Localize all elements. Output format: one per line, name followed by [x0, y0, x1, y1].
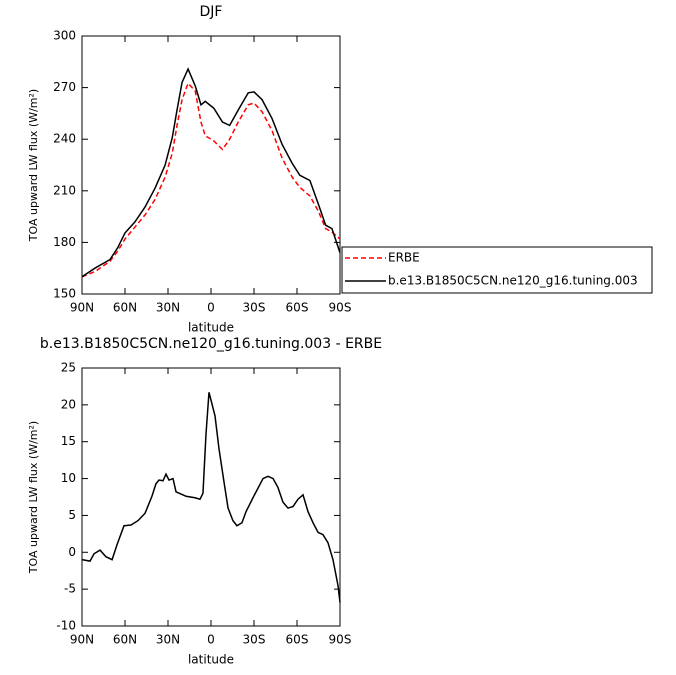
chart-title: DJF: [200, 4, 223, 20]
x-tick-label: 90N: [70, 301, 94, 315]
y-tick-label: 20: [61, 397, 76, 411]
data-line: [81, 81, 341, 278]
legend-label: b.e13.B1850C5CN.ne120_g16.tuning.003: [388, 274, 638, 288]
y-tick-label: 180: [53, 235, 76, 249]
x-tick-label: 0: [207, 633, 215, 647]
y-tick-label: 300: [53, 29, 76, 43]
x-tick-label: 60N: [113, 301, 137, 315]
x-tick-label: 60N: [113, 633, 137, 647]
x-tick-label: 90S: [329, 633, 352, 647]
x-tick-label: 30N: [156, 633, 180, 647]
y-tick-label: 5: [68, 508, 76, 522]
x-tick-label: 60S: [286, 633, 309, 647]
x-tick-label: 90S: [329, 301, 352, 315]
y-tick-label: 210: [53, 183, 76, 197]
y-tick-label: 25: [61, 361, 76, 375]
x-tick-label: 0: [207, 301, 215, 315]
y-tick-label: 270: [53, 80, 76, 94]
chart-title: b.e13.B1850C5CN.ne120_g16.tuning.003 - E…: [40, 336, 382, 352]
y-tick-label: -10: [56, 619, 76, 633]
x-tick-label: 30S: [243, 301, 266, 315]
legend-box: [341, 246, 653, 294]
x-tick-label: 60S: [286, 301, 309, 315]
x-tick-label: 90N: [70, 633, 94, 647]
y-tick-label: 15: [61, 434, 76, 448]
y-tick-label: 10: [61, 471, 76, 485]
y-axis-label: TOA upward LW flux (W/m²): [27, 421, 40, 574]
legend-label: ERBE: [388, 251, 420, 265]
y-axis-label: TOA upward LW flux (W/m²): [27, 89, 40, 242]
x-tick-label: 30S: [243, 633, 266, 647]
x-axis-label: latitude: [188, 653, 234, 667]
x-axis-label: latitude: [188, 321, 234, 335]
y-tick-label: -5: [64, 582, 76, 596]
x-tick-label: 30N: [156, 301, 180, 315]
data-line: [81, 392, 341, 603]
y-tick-label: 150: [53, 287, 76, 301]
y-tick-label: 240: [53, 132, 76, 146]
y-tick-label: 0: [68, 545, 76, 559]
data-line: [81, 67, 341, 278]
plot-frame: [81, 35, 341, 295]
